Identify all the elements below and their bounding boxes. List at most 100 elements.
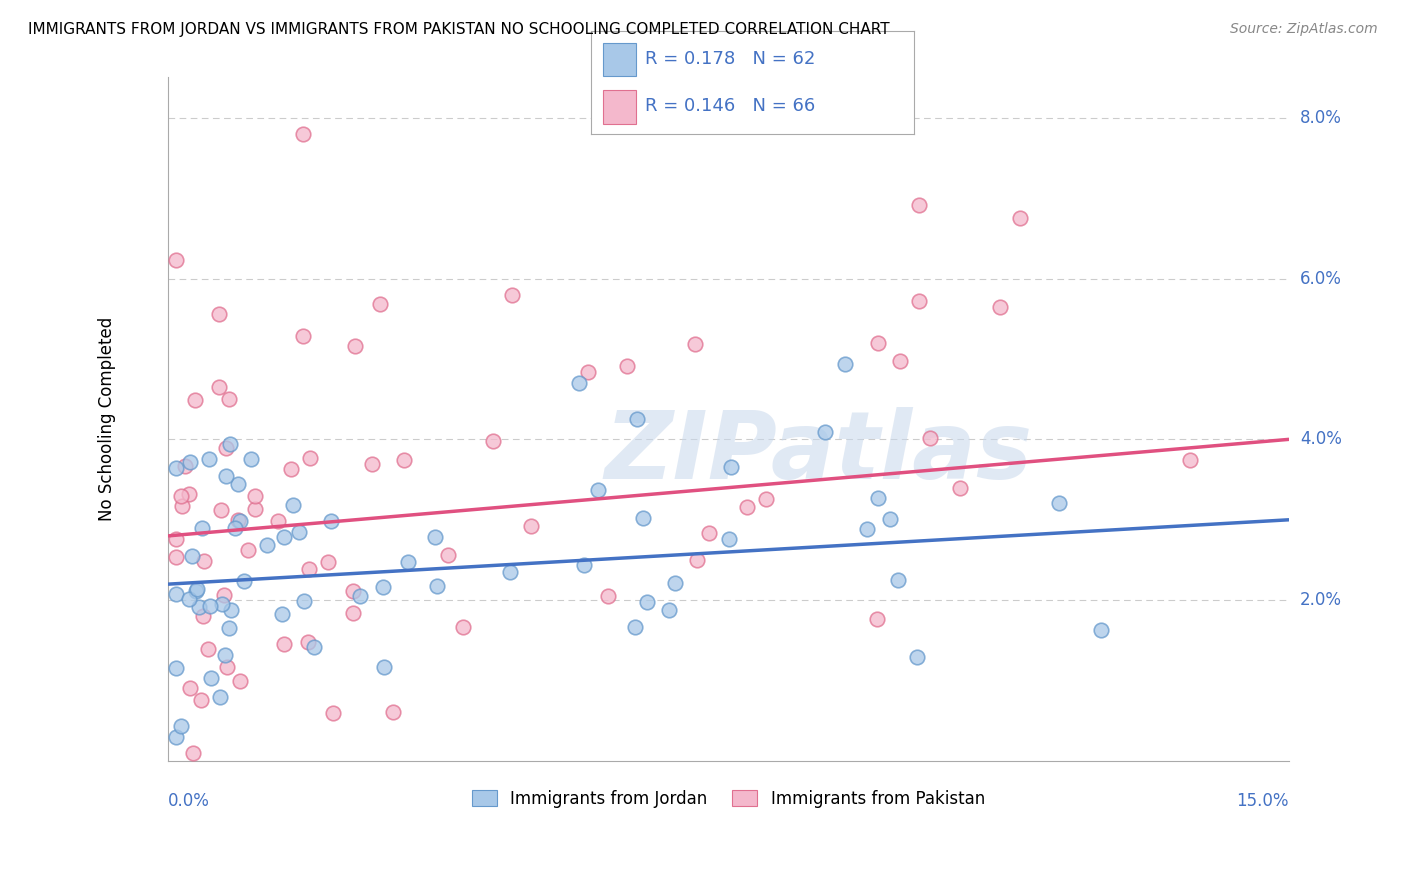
Point: [198, 451, 221, 466]
Point: [905, 650, 928, 665]
Point: [322, 706, 344, 720]
Point: [482, 434, 505, 448]
Point: [918, 431, 941, 445]
Point: [908, 198, 931, 212]
Point: [239, 451, 262, 466]
Point: [170, 490, 193, 504]
Point: [297, 635, 319, 649]
Point: [174, 459, 197, 474]
Point: [664, 575, 686, 590]
Point: [190, 693, 212, 707]
Point: [588, 483, 610, 497]
Point: [243, 489, 266, 503]
Point: [270, 607, 292, 622]
Point: [193, 553, 215, 567]
Point: [697, 525, 720, 540]
Point: [198, 599, 221, 613]
Point: [291, 127, 314, 141]
Point: [224, 521, 246, 535]
Point: [273, 530, 295, 544]
Point: [291, 329, 314, 343]
Point: [499, 565, 522, 579]
Point: [392, 452, 415, 467]
Text: IMMIGRANTS FROM JORDAN VS IMMIGRANTS FROM PAKISTAN NO SCHOOLING COMPLETED CORREL: IMMIGRANTS FROM JORDAN VS IMMIGRANTS FRO…: [28, 22, 890, 37]
Point: [683, 337, 706, 351]
Point: [165, 533, 187, 547]
Point: [209, 502, 232, 516]
Text: 2.0%: 2.0%: [1299, 591, 1341, 609]
Point: [755, 491, 778, 506]
Point: [208, 690, 231, 704]
Point: [215, 469, 238, 483]
Point: [170, 719, 193, 733]
Point: [233, 574, 256, 588]
Point: [197, 642, 219, 657]
Point: [215, 441, 238, 455]
Point: [889, 354, 911, 368]
Point: [256, 538, 278, 552]
Point: [1047, 496, 1070, 510]
Point: [184, 393, 207, 408]
Point: [988, 301, 1011, 315]
Point: [396, 555, 419, 569]
Point: [866, 612, 889, 626]
Point: [626, 412, 648, 426]
Point: [636, 595, 658, 609]
Point: [718, 533, 741, 547]
Point: [631, 510, 654, 524]
Point: [273, 637, 295, 651]
Text: 6.0%: 6.0%: [1299, 269, 1341, 287]
Point: [281, 498, 304, 512]
Point: [720, 459, 742, 474]
Point: [1090, 623, 1112, 637]
Point: [868, 491, 890, 505]
Point: [342, 584, 364, 599]
Point: [229, 673, 252, 688]
Text: 0.0%: 0.0%: [169, 791, 209, 810]
Point: [165, 461, 187, 475]
Point: [437, 549, 460, 563]
Point: [425, 530, 447, 544]
Point: [186, 583, 208, 598]
Point: [866, 335, 889, 350]
Point: [228, 514, 250, 528]
Point: [426, 579, 449, 593]
Point: [360, 457, 382, 471]
Point: [208, 307, 231, 321]
FancyBboxPatch shape: [603, 90, 636, 124]
Text: 4.0%: 4.0%: [1299, 430, 1341, 449]
Point: [451, 620, 474, 634]
Point: [302, 640, 325, 655]
Point: [292, 594, 315, 608]
Point: [215, 660, 238, 674]
Point: [200, 671, 222, 685]
Point: [368, 297, 391, 311]
Text: ZIPatlas: ZIPatlas: [605, 408, 1032, 500]
Text: R = 0.146   N = 66: R = 0.146 N = 66: [645, 97, 815, 115]
Point: [616, 359, 638, 374]
Point: [165, 253, 187, 268]
Point: [856, 522, 879, 536]
Point: [598, 589, 620, 603]
Point: [298, 562, 321, 576]
Point: [814, 425, 837, 439]
Point: [236, 543, 259, 558]
Point: [1180, 453, 1202, 467]
Point: [342, 606, 364, 620]
Point: [226, 477, 249, 491]
Point: [658, 602, 681, 616]
Point: [1008, 211, 1031, 225]
Point: [212, 587, 235, 601]
Point: [501, 287, 523, 301]
Point: [186, 582, 208, 596]
Point: [288, 525, 311, 540]
Point: [187, 599, 209, 614]
Point: [211, 597, 233, 611]
Point: [214, 648, 236, 662]
Point: [624, 620, 647, 634]
Point: [299, 450, 322, 465]
Point: [520, 518, 543, 533]
Point: [373, 580, 395, 594]
Point: [219, 437, 242, 451]
Point: [280, 461, 302, 475]
